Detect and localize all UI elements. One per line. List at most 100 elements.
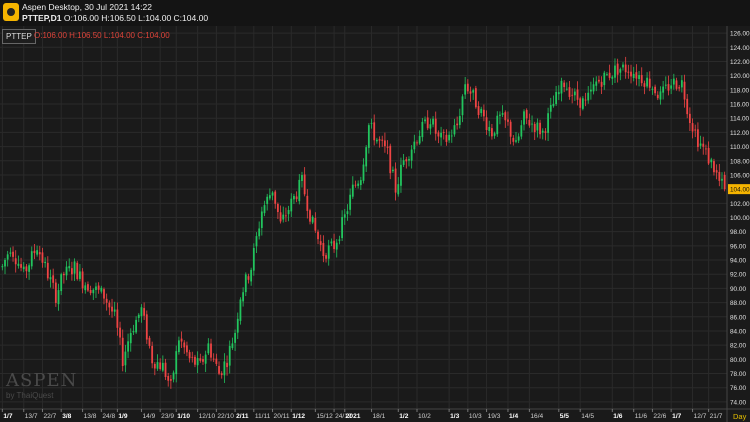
watermark-logo: ASPEN: [6, 370, 78, 391]
candle-body: [97, 285, 100, 290]
candle-body: [482, 109, 485, 117]
candle-body: [357, 183, 360, 186]
candle-body: [381, 139, 384, 141]
candle-body: [440, 132, 442, 138]
chart-area[interactable]: 74.00 76.00 78.00 80.00 82.00 84.00 86.00 88.00…: [0, 26, 750, 422]
candle-body: [646, 77, 648, 87]
candlestick-chart[interactable]: 74.00 76.00 78.00 80.00 82.00 84.00 86.00 88.00…: [0, 26, 750, 422]
candle-body: [156, 362, 159, 369]
candle-body: [210, 343, 212, 358]
candle-body: [212, 358, 215, 360]
candle-body: [250, 269, 253, 282]
candle-body: [544, 131, 547, 133]
candle-body: [116, 309, 119, 328]
candle-body: [314, 217, 317, 231]
candle-body: [186, 345, 188, 353]
candle-body: [362, 164, 365, 181]
candle-body: [627, 71, 630, 73]
candle-body: [54, 282, 57, 303]
candle-body: [563, 82, 566, 88]
candle-body: [523, 111, 525, 125]
candle-body: [175, 351, 178, 375]
y-tick-label: 92.00: [730, 272, 746, 279]
candle-body: [614, 65, 616, 78]
x-tick-label: 1/2: [399, 413, 408, 420]
candle-body: [721, 178, 723, 181]
candle-body: [191, 356, 194, 358]
candle-body: [584, 99, 587, 101]
candle-body: [448, 134, 451, 141]
candle-body: [670, 85, 673, 89]
candle-body: [1, 266, 4, 268]
candle-body: [464, 84, 467, 95]
candle-body: [36, 250, 39, 255]
watermark-sub: by ThaiQuest: [6, 391, 54, 400]
candle-body: [65, 266, 68, 276]
y-tick-label: 122.00: [730, 59, 750, 66]
candle-body: [169, 379, 172, 381]
candle-body: [319, 241, 322, 245]
candle-body: [595, 81, 598, 86]
candle-body: [105, 298, 108, 303]
candle-body: [501, 113, 504, 115]
candle-body: [89, 290, 92, 294]
candle-body: [555, 92, 558, 105]
candle-body: [491, 128, 493, 137]
y-tick-label: 78.00: [730, 371, 746, 378]
candle-body: [477, 106, 480, 115]
candle-body: [196, 358, 199, 366]
candle-body: [715, 170, 718, 173]
candle-body: [549, 105, 552, 112]
candle-body: [52, 275, 55, 283]
candle-body: [416, 142, 418, 144]
candle-body: [153, 363, 156, 369]
candle-body: [528, 119, 531, 126]
candle-body: [672, 78, 675, 85]
candle-body: [137, 314, 140, 318]
candle-body: [322, 242, 325, 257]
candle-body: [33, 250, 36, 254]
candle-body: [608, 72, 611, 78]
candle-body: [325, 255, 327, 259]
candle-body: [493, 133, 496, 136]
x-tick-label: 16/4: [530, 413, 543, 420]
candle-body: [421, 121, 424, 138]
timeframe-label[interactable]: Day: [733, 412, 747, 421]
candle-body: [496, 115, 499, 135]
x-tick-label: 1/10: [177, 413, 190, 420]
candle-body: [713, 161, 715, 173]
candle-body: [485, 117, 488, 131]
candle-body: [354, 184, 357, 186]
candle-body: [499, 114, 501, 116]
candle-body: [469, 91, 472, 94]
x-tick-label: 1/7: [3, 413, 12, 420]
candle-body: [512, 137, 515, 142]
y-tick-label: 108.00: [730, 158, 750, 165]
candle-body: [263, 205, 266, 214]
window-title: Aspen Desktop, 30 Jul 2021 14:22: [22, 2, 152, 12]
candle-body: [632, 73, 635, 78]
candle-body: [22, 266, 25, 270]
candle-body: [445, 134, 448, 142]
x-tick-label: 18/1: [373, 413, 386, 420]
candle-body: [73, 261, 76, 274]
candle-body: [30, 251, 33, 267]
symbol-selector[interactable]: PTTEP: [2, 29, 36, 44]
candle-body: [28, 265, 30, 272]
candle-body: [474, 88, 477, 108]
candle-body: [509, 121, 512, 137]
candle-body: [517, 136, 520, 141]
candle-body: [656, 94, 659, 99]
y-tick-label: 90.00: [730, 286, 746, 293]
candle-body: [92, 289, 95, 294]
candle-body: [520, 125, 523, 137]
candle-body: [279, 212, 282, 222]
candle-body: [343, 214, 346, 218]
candle-body: [442, 132, 445, 133]
y-tick-label: 82.00: [730, 343, 746, 350]
chart-ohlc-values: O:106.00 H:106.50 L:104.00 C:104.00: [34, 31, 170, 40]
x-tick-label: 12/10: [199, 413, 216, 420]
candle-body: [199, 358, 202, 361]
x-tick-label: 1/3: [450, 413, 459, 420]
header-ohlc-values: O:106.00 H:106.50 L:104.00 C:104.00: [63, 13, 209, 23]
